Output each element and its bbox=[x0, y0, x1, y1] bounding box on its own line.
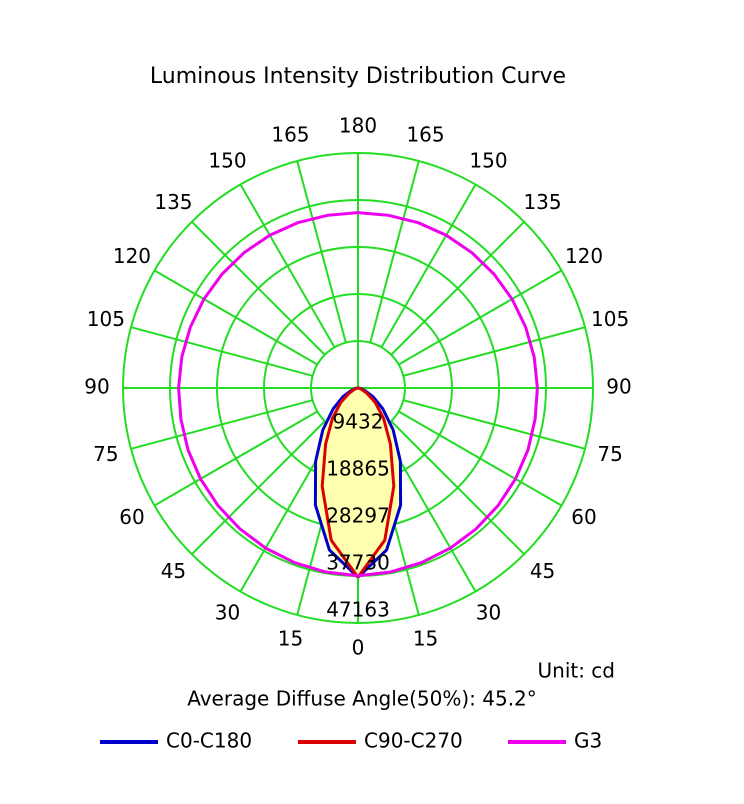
angle-tick-label: 15 bbox=[278, 627, 303, 651]
curve bbox=[357, 211, 539, 578]
angle-tick-label: 105 bbox=[591, 307, 629, 331]
grid-spoke bbox=[296, 160, 347, 343]
curve-fill bbox=[358, 388, 401, 578]
grid-spoke bbox=[369, 160, 420, 343]
curve-fill bbox=[315, 388, 358, 578]
angle-tick-label: 135 bbox=[154, 190, 192, 214]
grid-spoke bbox=[130, 326, 313, 377]
angle-tick-label: 60 bbox=[119, 505, 144, 529]
angle-tick-label: 120 bbox=[565, 244, 603, 268]
angle-tick-label: 90 bbox=[84, 375, 109, 399]
r-tick-label: 18865 bbox=[326, 456, 390, 480]
r-tick-label: 47163 bbox=[326, 598, 390, 622]
grid-spoke bbox=[130, 399, 313, 450]
grid-spoke bbox=[390, 420, 525, 555]
angle-tick-label: 120 bbox=[113, 244, 151, 268]
angle-tick-label: 60 bbox=[571, 505, 596, 529]
r-tick-label: 37730 bbox=[326, 550, 390, 574]
angle-tick-label: 150 bbox=[469, 148, 507, 172]
angle-tick-label: 75 bbox=[93, 442, 118, 466]
angle-tick-label: 15 bbox=[413, 627, 438, 651]
angle-tick-label: 30 bbox=[215, 601, 240, 625]
grid-spoke bbox=[191, 420, 326, 555]
grid-spoke bbox=[153, 410, 318, 507]
angle-tick-label: 75 bbox=[597, 442, 622, 466]
angle-tick-label: 165 bbox=[271, 122, 309, 146]
angle-tick-label: 45 bbox=[161, 559, 186, 583]
note: Average Diffuse Angle(50%): 45.2° bbox=[187, 687, 537, 711]
angle-tick-label: 30 bbox=[476, 601, 501, 625]
chart-title: Luminous Intensity Distribution Curve bbox=[150, 64, 566, 89]
legend-label: C90-C270 bbox=[364, 729, 463, 753]
grid-spoke bbox=[398, 269, 563, 366]
curve bbox=[177, 211, 359, 578]
angle-tick-label: 105 bbox=[87, 307, 125, 331]
grid-spoke bbox=[380, 183, 477, 348]
legend-label: G3 bbox=[574, 729, 602, 753]
curve bbox=[320, 386, 360, 579]
grid-spoke bbox=[239, 183, 336, 348]
angle-tick-label: 165 bbox=[406, 122, 444, 146]
angle-tick-label: 180 bbox=[339, 114, 377, 138]
grid-spoke bbox=[191, 221, 326, 356]
grid-spoke bbox=[390, 221, 525, 356]
unit-label: Unit: cd bbox=[538, 659, 616, 683]
grid-spoke bbox=[153, 269, 318, 366]
legend-label: C0-C180 bbox=[166, 729, 252, 753]
angle-tick-label: 0 bbox=[352, 636, 365, 660]
angle-tick-label: 150 bbox=[208, 148, 246, 172]
curve bbox=[356, 386, 396, 579]
grid-spoke bbox=[403, 399, 586, 450]
grid-spoke bbox=[398, 410, 563, 507]
r-tick-label: 28297 bbox=[326, 503, 390, 527]
angle-tick-label: 135 bbox=[523, 190, 561, 214]
angle-tick-label: 90 bbox=[606, 375, 631, 399]
angle-tick-label: 45 bbox=[530, 559, 555, 583]
r-tick-label: 9432 bbox=[333, 409, 384, 433]
grid-spoke bbox=[403, 326, 586, 377]
